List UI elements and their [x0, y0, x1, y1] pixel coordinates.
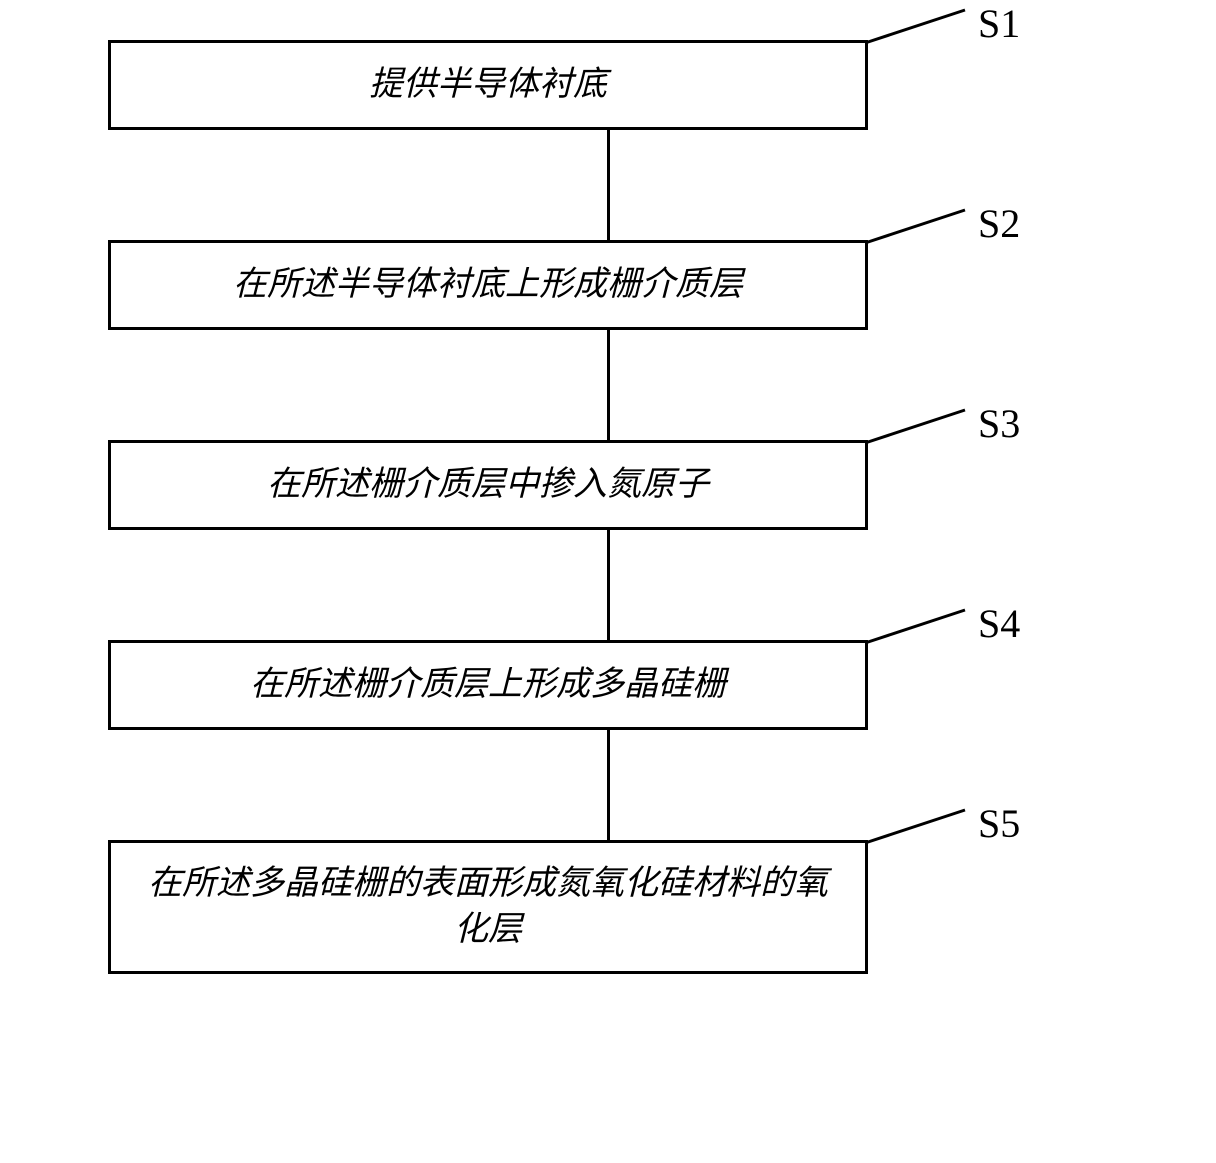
step-box: 在所述栅介质层中掺入氮原子: [108, 440, 868, 530]
step-text: 在所述半导体衬底上形成栅介质层: [233, 262, 743, 308]
step-s3: 在所述栅介质层中掺入氮原子 S3: [108, 440, 1108, 530]
step-s5: 在所述多晶硅栅的表面形成氮氧化硅材料的氧化层 S5: [108, 840, 1108, 974]
lead-line-icon: [865, 40, 985, 100]
step-text: 在所述栅介质层上形成多晶硅栅: [250, 662, 726, 708]
step-label: S4: [978, 600, 1020, 647]
step-label-area: S1: [868, 40, 1108, 130]
lead-line-icon: [865, 240, 985, 300]
lead-line-icon: [865, 640, 985, 700]
step-box: 提供半导体衬底: [108, 40, 868, 130]
flowchart: 提供半导体衬底 S1 在所述半导体衬底上形成栅介质层 S2 在所述栅介质层中掺入…: [108, 40, 1108, 974]
step-label: S3: [978, 400, 1020, 447]
step-label-area: S2: [868, 240, 1108, 330]
step-text: 在所述多晶硅栅的表面形成氮氧化硅材料的氧化层: [135, 861, 841, 953]
step-s2: 在所述半导体衬底上形成栅介质层 S2: [108, 240, 1108, 330]
step-s1: 提供半导体衬底 S1: [108, 40, 1108, 130]
connector: [607, 330, 610, 440]
step-box: 在所述栅介质层上形成多晶硅栅: [108, 640, 868, 730]
step-label-area: S3: [868, 440, 1108, 530]
step-label: S2: [978, 200, 1020, 247]
step-s4: 在所述栅介质层上形成多晶硅栅 S4: [108, 640, 1108, 730]
lead-line-icon: [865, 840, 985, 900]
connector: [607, 730, 610, 840]
step-label-area: S4: [868, 640, 1108, 730]
step-label: S5: [978, 800, 1020, 847]
connector: [607, 130, 610, 240]
connector: [607, 530, 610, 640]
step-text: 提供半导体衬底: [369, 62, 607, 108]
step-label: S1: [978, 0, 1020, 47]
step-text: 在所述栅介质层中掺入氮原子: [267, 462, 709, 508]
step-box: 在所述多晶硅栅的表面形成氮氧化硅材料的氧化层: [108, 840, 868, 974]
step-box: 在所述半导体衬底上形成栅介质层: [108, 240, 868, 330]
step-label-area: S5: [868, 840, 1108, 970]
lead-line-icon: [865, 440, 985, 500]
